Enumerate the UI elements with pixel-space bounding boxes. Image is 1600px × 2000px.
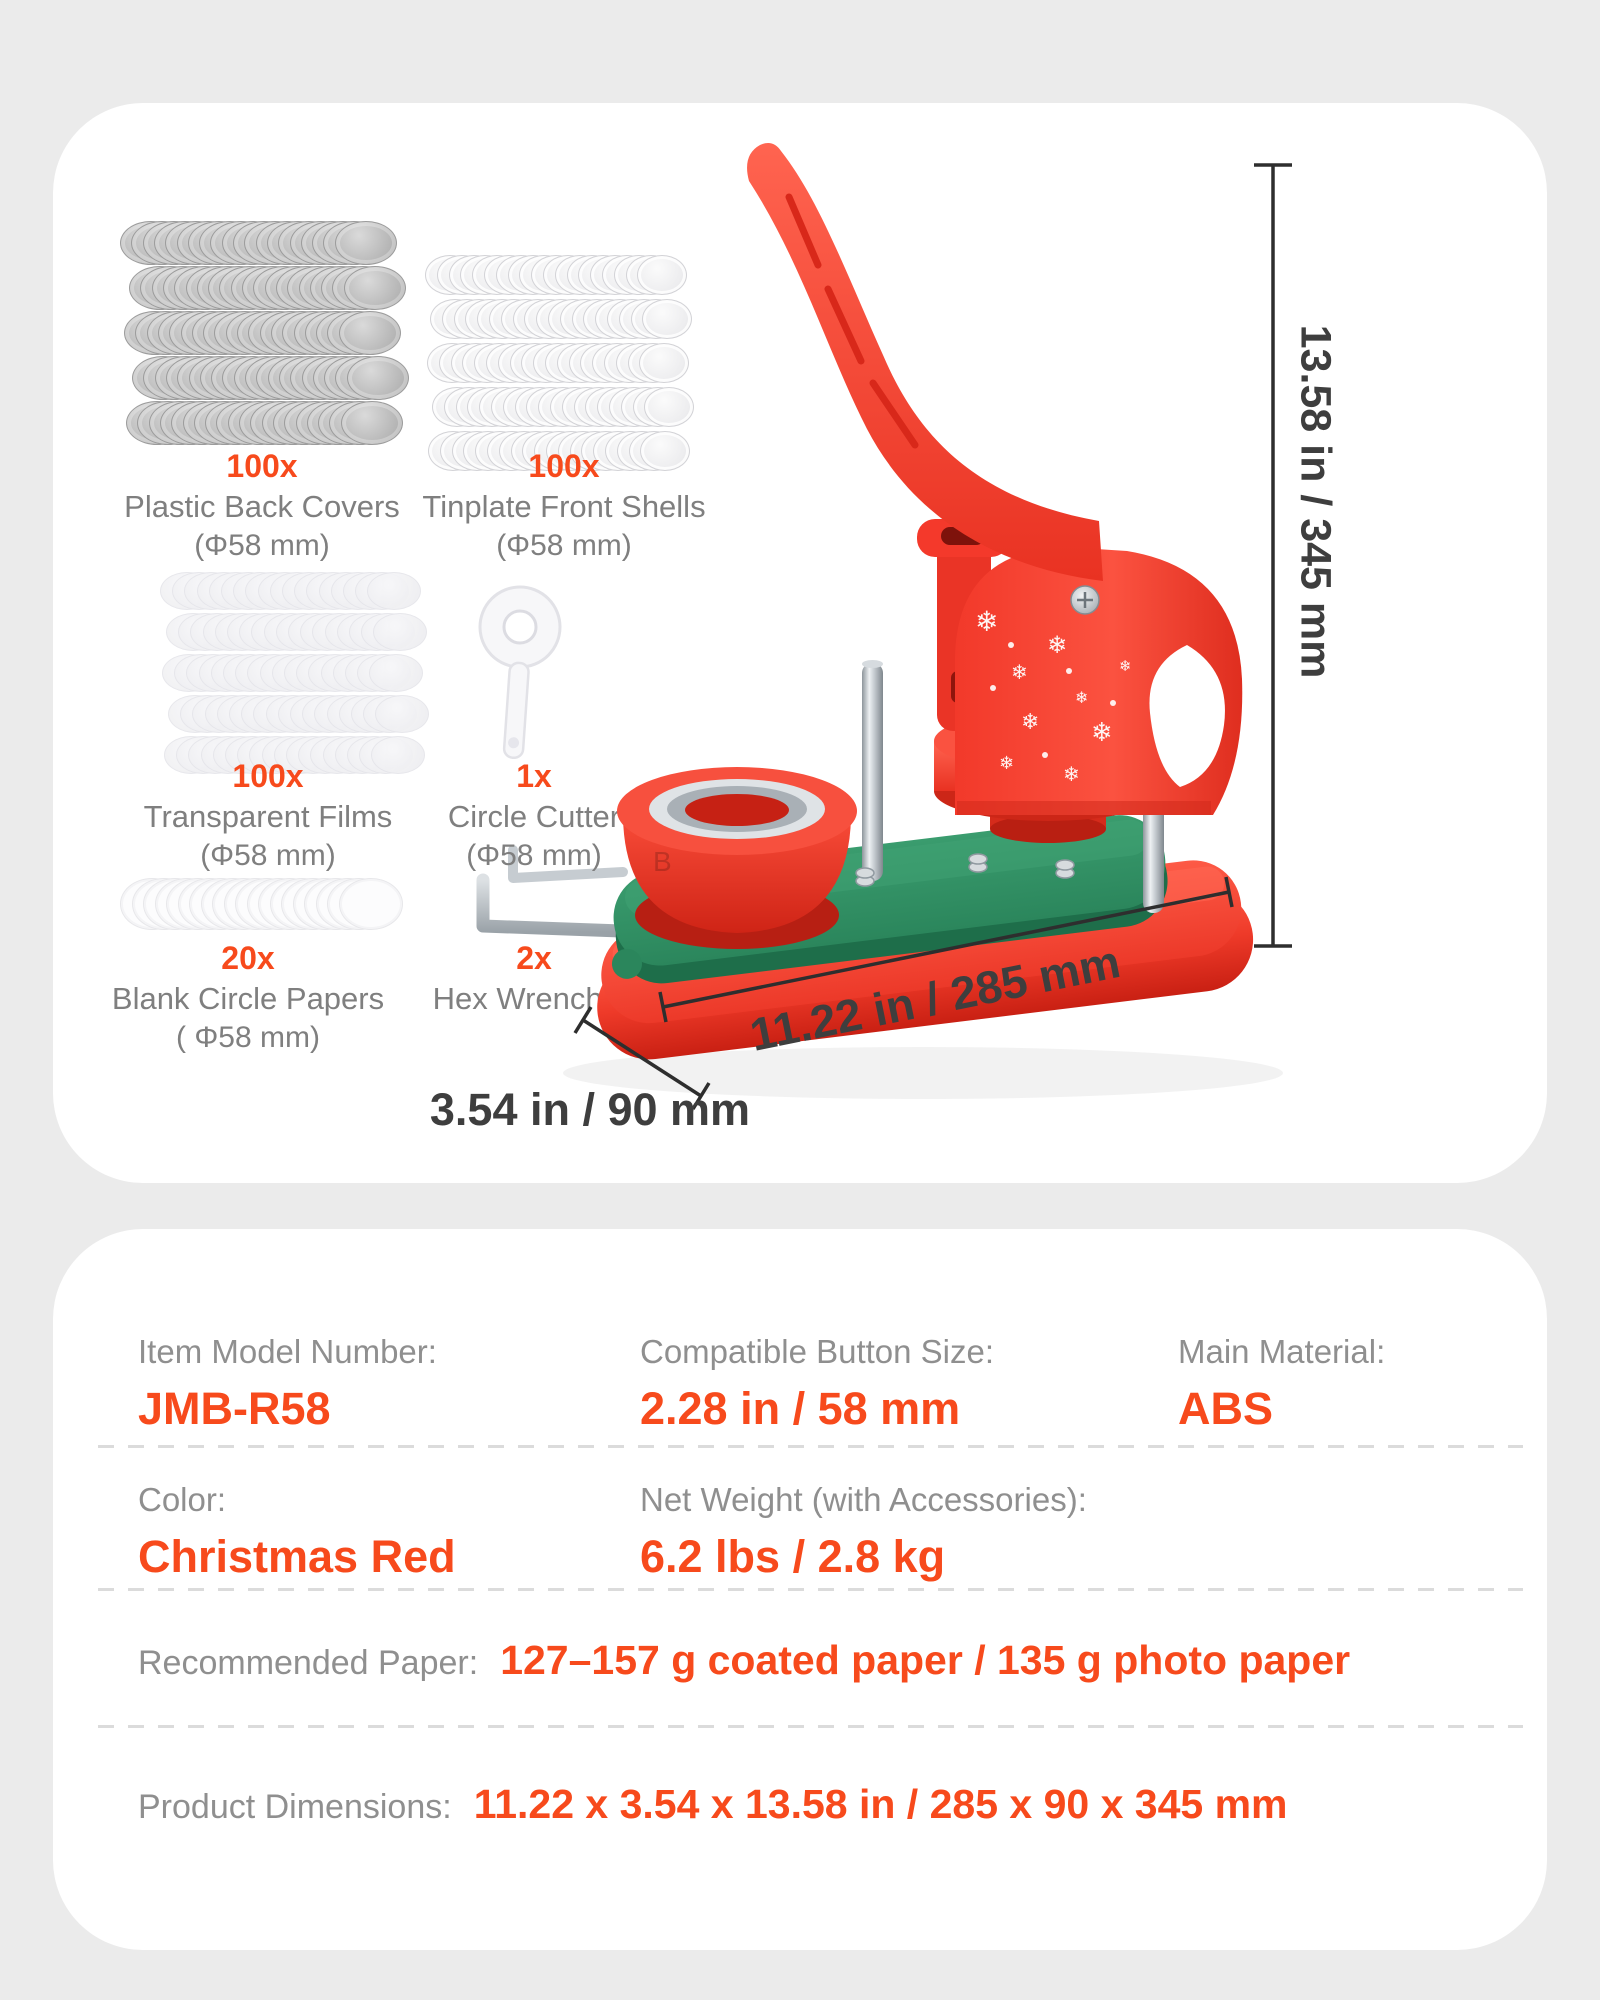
dashed-divider [98,1445,1523,1448]
die-letter: B [653,846,672,877]
disc [642,299,693,339]
kit-item-circle-cutter: 1x Circle Cutter (Φ58 mm) [344,758,724,873]
spec-value: Christmas Red [138,1531,456,1582]
item-count: 2x [516,940,552,976]
machine-body: ❄ ❄ ❄ ❄ ❄ ❄ ❄ ❄ ❄ [955,547,1243,815]
spec-button-size: Compatible Button Size: 2.28 in / 58 mm [640,1333,994,1435]
spec-model-number: Item Model Number: JMB-R58 [138,1333,437,1435]
spec-recommended-paper: Recommended Paper: 127–157 g coated pape… [138,1637,1350,1684]
springs [855,853,1075,887]
item-count: 20x [221,940,275,976]
disc [375,695,430,733]
item-size: (Φ58 mm) [466,838,602,872]
spec-net-weight: Net Weight (with Accessories): 6.2 lbs /… [640,1481,1087,1583]
spec-value: 127–157 g coated paper / 135 g photo pap… [500,1637,1351,1683]
item-size: (Φ58 mm) [496,528,632,562]
snowflake-dots [990,642,1116,758]
spec-value: JMB-R58 [138,1383,331,1434]
kit-item-back-covers: 100x Plastic Back Covers (Φ58 mm) [72,448,452,563]
disc [338,311,401,355]
item-count: 1x [516,758,552,794]
disc [373,613,428,651]
transparent-films-stack-image [160,572,435,774]
plastic-back-covers-stack-image [120,221,411,445]
spec-label: Color: [138,1481,227,1518]
spec-label: Product Dimensions: [138,1788,452,1826]
circle-cutter-image [478,585,562,760]
svg-text:❄: ❄ [1011,662,1028,684]
base-shadow [563,1047,1283,1099]
disc [369,654,424,692]
spec-value: 6.2 lbs / 2.8 kg [640,1531,946,1582]
disc [367,572,422,610]
snowflake-icon: ❄ ❄ ❄ ❄ ❄ ❄ ❄ ❄ ❄ [975,606,1132,786]
button-maker-machine-image: B [563,143,1292,1110]
disc [346,356,409,400]
item-name: Tinplate Front Shells [422,489,706,524]
kit-item-front-shells: 100x Tinplate Front Shells (Φ58 mm) [374,448,754,563]
svg-text:❄: ❄ [1119,658,1132,675]
handle-cutout [1149,645,1225,787]
svg-text:❄: ❄ [1075,690,1088,707]
spec-value: 2.28 in / 58 mm [640,1383,961,1434]
specifications-card: Item Model Number: JMB-R58 Compatible Bu… [53,1229,1547,1950]
spec-value: 11.22 x 3.54 x 13.58 in / 285 x 90 x 345… [473,1781,1288,1827]
disc [338,878,403,930]
disc [637,255,688,295]
item-name: Transparent Films [143,799,393,834]
spec-color: Color: Christmas Red [138,1481,456,1583]
width-dimension-line [658,876,1234,1023]
disc [334,221,397,265]
item-size: (Φ58 mm) [194,528,330,562]
spec-label: Compatible Button Size: [640,1333,995,1370]
kit-item-circle-papers: 20x Blank Circle Papers ( Φ58 mm) [58,940,438,1055]
tinplate-front-shells-stack-image [425,255,701,471]
svg-text:❄: ❄ [975,606,998,637]
spec-label: Net Weight (with Accessories): [640,1481,1087,1518]
disc [644,387,695,427]
svg-text:❄: ❄ [1091,717,1113,747]
kit-item-films: 100x Transparent Films (Φ58 mm) [78,758,458,873]
item-size: ( Φ58 mm) [176,1020,320,1054]
kit-contents-card: 100x Plastic Back Covers (Φ58 mm) 100x T… [53,103,1547,1183]
item-count: 100x [232,758,304,794]
item-size: (Φ58 mm) [200,838,336,872]
svg-text:❄: ❄ [1021,709,1039,734]
disc [340,401,403,445]
item-count: 100x [528,448,600,484]
item-name: Blank Circle Papers [111,981,385,1016]
spec-label: Main Material: [1178,1333,1386,1370]
dashed-divider [98,1725,1523,1728]
dashed-divider [98,1588,1523,1591]
disc [371,736,426,774]
press-handle-lever [747,143,1103,581]
disc [343,266,406,310]
svg-text:❄: ❄ [1047,632,1067,659]
die-cup: B [617,767,857,949]
svg-text:❄: ❄ [1063,764,1080,786]
disc [640,431,691,471]
spec-main-material: Main Material: ABS [1178,1333,1385,1435]
item-name: Circle Cutter [447,799,621,834]
spec-value: ABS [1178,1383,1274,1434]
blank-circle-papers-stack-image [120,878,417,930]
depth-dimension-line [573,1006,711,1110]
spec-label: Item Model Number: [138,1333,437,1370]
spec-product-dimensions: Product Dimensions: 11.22 x 3.54 x 13.58… [138,1781,1287,1828]
hex-wrenches-image [476,845,655,938]
item-name: Plastic Back Covers [124,489,400,524]
item-count: 100x [226,448,298,484]
spec-label: Recommended Paper: [138,1644,479,1682]
disc [639,343,690,383]
height-dimension-line [1254,163,1292,948]
depth-dimension-label: 3.54 in / 90 mm [429,1084,751,1135]
svg-text:❄: ❄ [999,753,1014,773]
height-dimension-label: 13.58 in / 345 mm [1291,324,1340,679]
